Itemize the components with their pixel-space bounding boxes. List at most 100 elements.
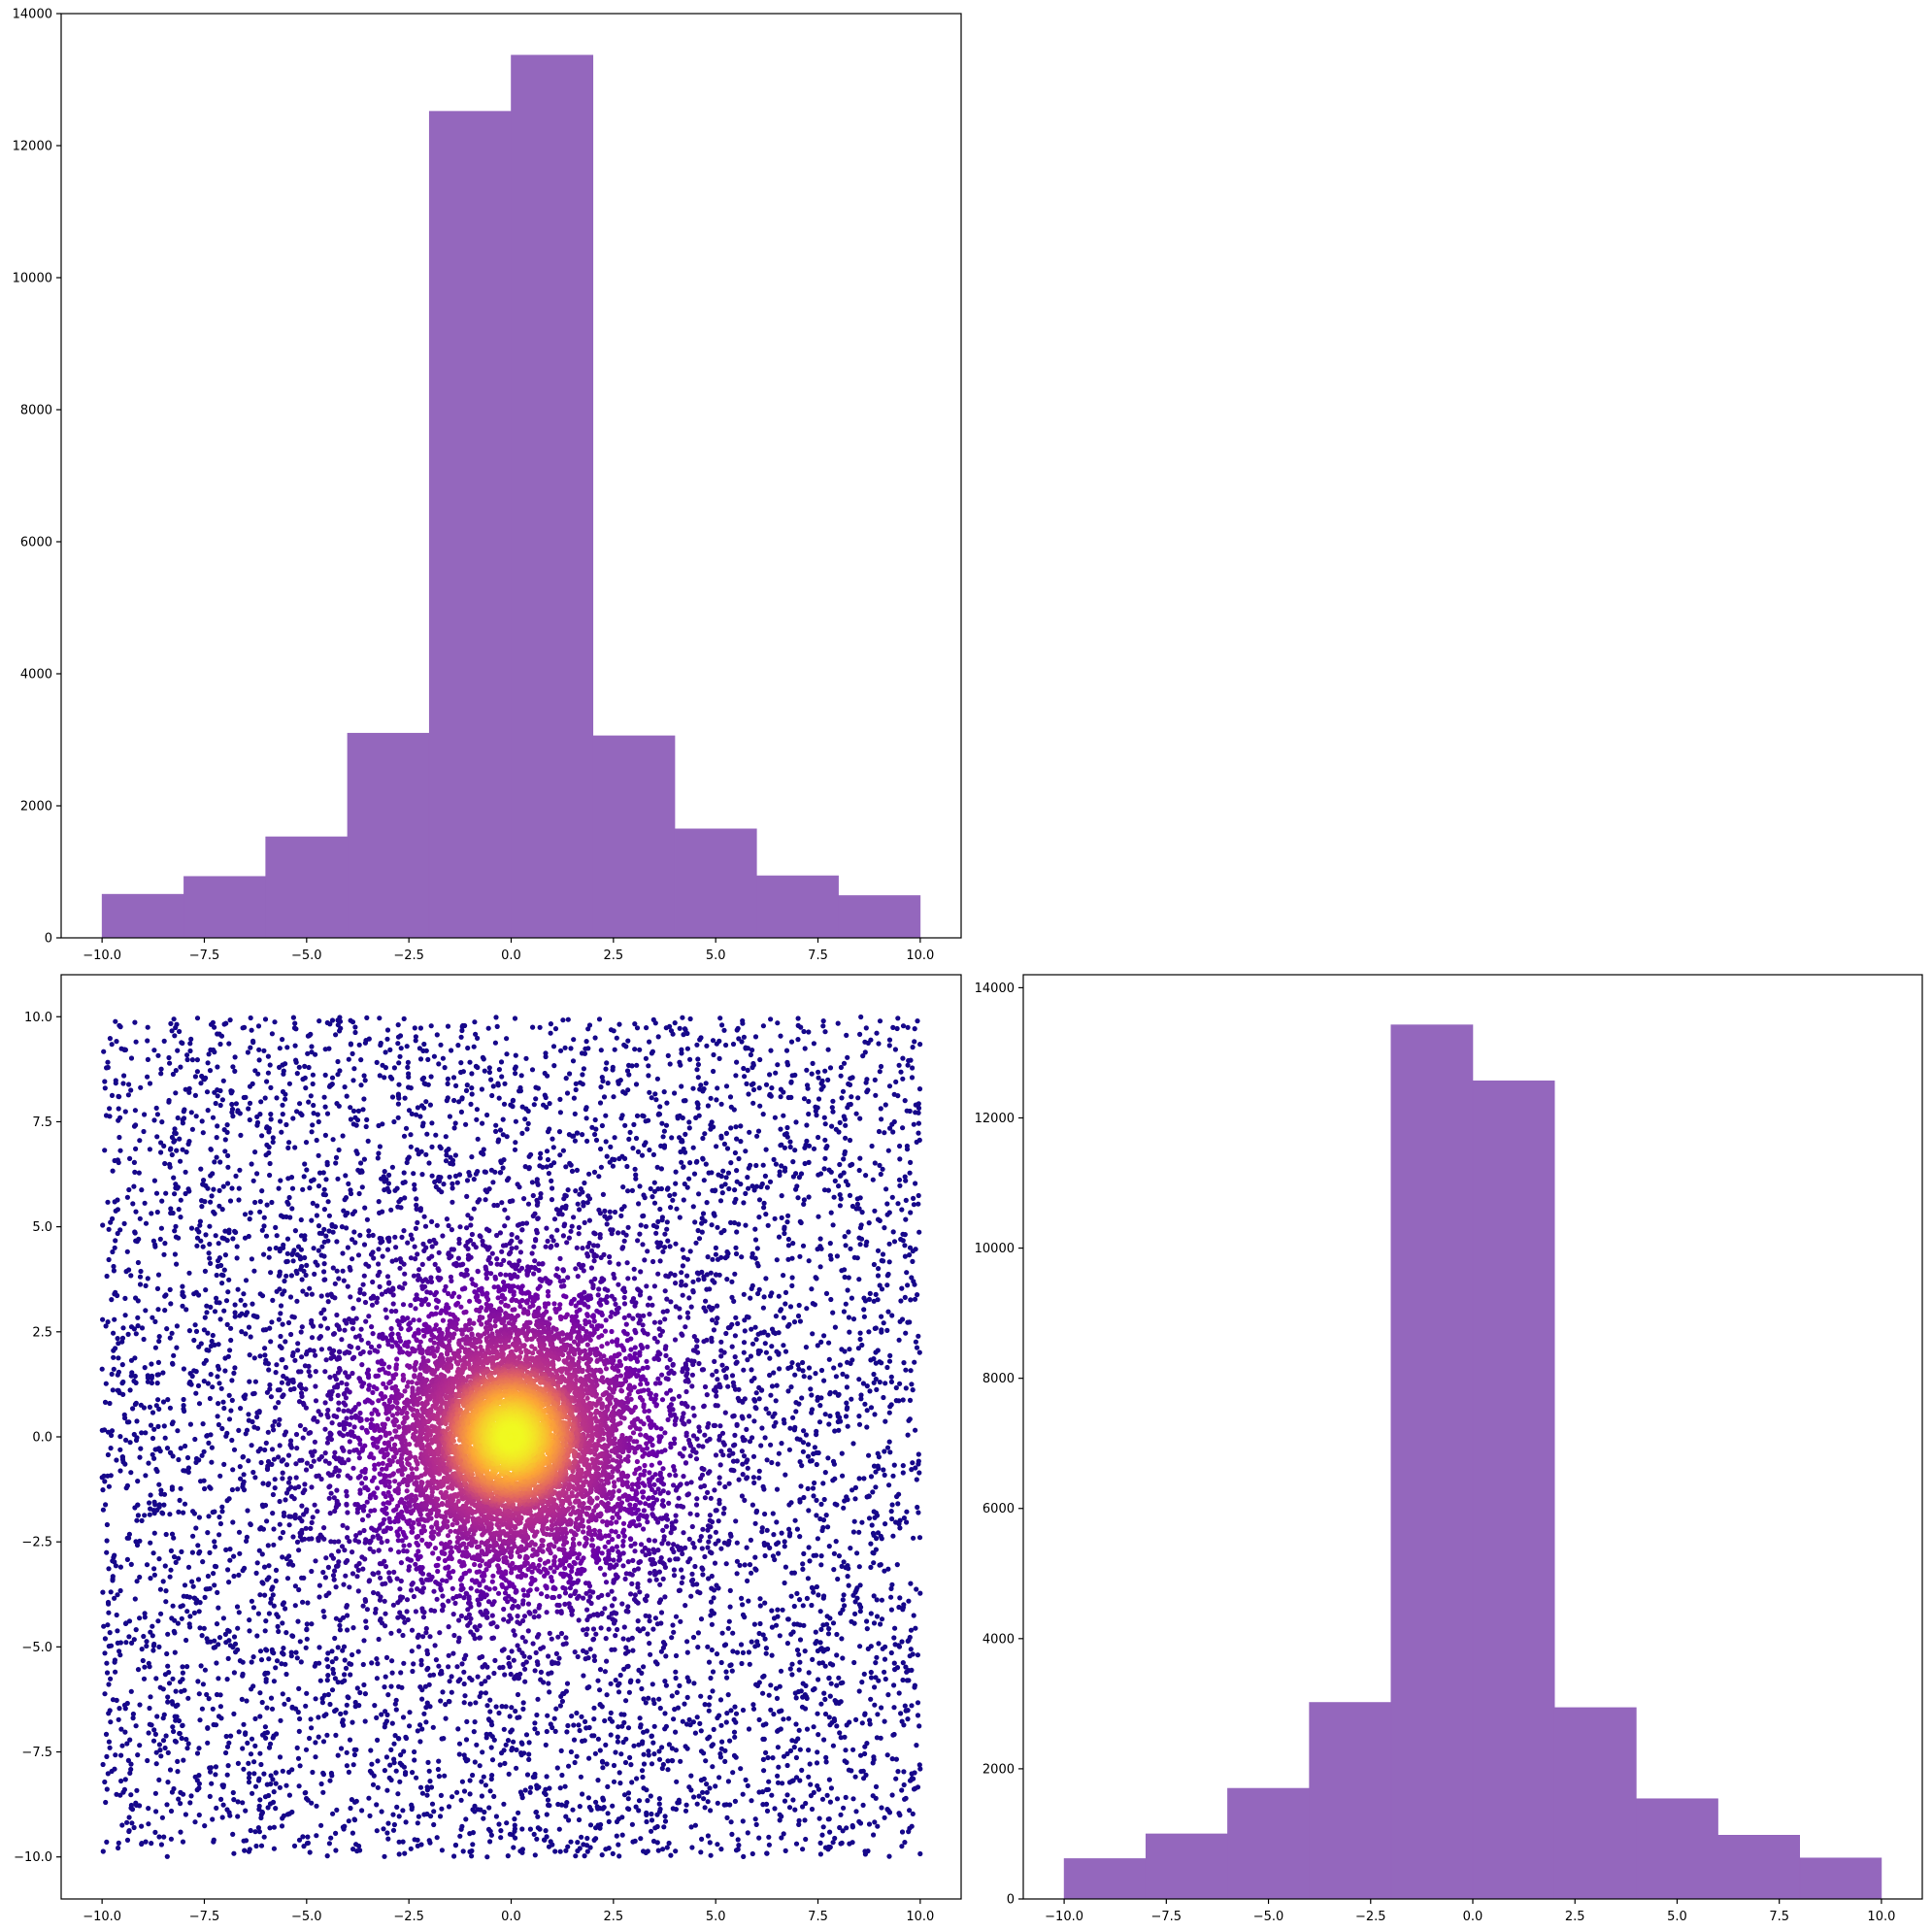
scatter-point xyxy=(875,1216,882,1222)
scatter-point xyxy=(763,1650,769,1656)
scatter-point xyxy=(844,1384,850,1390)
scatter-point xyxy=(545,1073,550,1079)
scatter-point xyxy=(312,1271,317,1277)
scatter-point xyxy=(249,1659,254,1665)
scatter-point xyxy=(104,1549,110,1555)
scatter-point xyxy=(160,1511,166,1516)
scatter-point xyxy=(410,1668,416,1675)
scatter-point xyxy=(463,1737,470,1743)
scatter-point xyxy=(916,1510,921,1515)
scatter-point xyxy=(909,1771,915,1777)
scatter-point xyxy=(292,1043,298,1049)
scatter-point xyxy=(790,1797,796,1803)
scatter-point xyxy=(316,1223,322,1229)
scatter-point xyxy=(417,1784,424,1790)
scatter-point xyxy=(458,1034,464,1040)
scatter-point xyxy=(857,1225,864,1231)
scatter-point xyxy=(417,1739,423,1745)
scatter-point xyxy=(635,1679,641,1684)
scatter-point xyxy=(349,1661,354,1667)
scatter-point xyxy=(900,1470,906,1476)
scatter-point xyxy=(910,1387,916,1393)
scatter-point xyxy=(302,1063,308,1069)
scatter-point xyxy=(523,1055,529,1061)
scatter-point xyxy=(429,1801,436,1807)
scatter-point xyxy=(708,1675,714,1681)
scatter-point xyxy=(161,1038,167,1044)
scatter-point xyxy=(504,1036,510,1042)
scatter-point xyxy=(419,1790,425,1796)
scatter-point xyxy=(865,1646,871,1651)
scatter-point xyxy=(128,1802,134,1809)
scatter-point xyxy=(256,1803,262,1809)
scatter-point xyxy=(449,1674,454,1680)
scatter-point xyxy=(867,1290,873,1296)
scatter-point xyxy=(829,1719,835,1725)
scatter-point xyxy=(246,1412,251,1417)
scatter-point xyxy=(395,1034,402,1040)
scatter-point xyxy=(599,1852,605,1858)
scatter-point xyxy=(148,1694,153,1700)
scatter-point xyxy=(884,1212,890,1217)
scatter-point xyxy=(284,1045,290,1050)
scatter-point xyxy=(656,1696,662,1702)
scatter-point xyxy=(886,1241,892,1247)
scatter-point xyxy=(219,1281,225,1286)
scatter-point xyxy=(161,1502,167,1508)
scatter-point xyxy=(646,1748,651,1754)
scatter-point xyxy=(471,1729,477,1735)
scatter-point xyxy=(905,1638,911,1644)
scatter-point xyxy=(792,1517,798,1523)
scatter-point xyxy=(872,1515,878,1520)
scatter-point xyxy=(827,1241,833,1247)
scatter-point xyxy=(217,1316,223,1322)
scatter-point xyxy=(395,1791,401,1797)
scatter-point xyxy=(863,1025,869,1031)
scatter-point xyxy=(757,1103,763,1109)
scatter-point xyxy=(315,1112,320,1117)
scatter-point xyxy=(827,1413,833,1419)
scatter-point xyxy=(600,1191,607,1197)
scatter-point xyxy=(732,1187,738,1193)
scatter-point xyxy=(169,1330,175,1336)
scatter-point xyxy=(571,1737,578,1743)
scatter-point xyxy=(634,1062,640,1068)
scatter-point xyxy=(180,1839,186,1845)
scatter-point xyxy=(385,1836,391,1842)
scatter-point xyxy=(571,1095,578,1101)
scatter-point xyxy=(739,1254,745,1260)
scatter-point xyxy=(154,1209,160,1215)
scatter-point xyxy=(797,1597,803,1603)
scatter-point xyxy=(597,1702,603,1708)
scatter-point xyxy=(458,1109,464,1115)
scatter-point xyxy=(248,1045,253,1050)
scatter-point xyxy=(597,1748,603,1753)
scatter-point xyxy=(223,1020,229,1026)
scatter-point xyxy=(269,1706,276,1712)
scatter-point xyxy=(875,1248,882,1253)
scatter-point xyxy=(493,1128,499,1134)
scatter-point xyxy=(866,1452,872,1458)
scatter-point xyxy=(864,1626,870,1632)
scatter-point xyxy=(573,1086,579,1093)
scatter-point xyxy=(747,1661,752,1667)
scatter-point xyxy=(212,1582,217,1588)
scatter-point xyxy=(915,1504,920,1511)
scatter-point xyxy=(116,1716,121,1722)
scatter-point xyxy=(257,1592,263,1598)
scatter-point xyxy=(795,1022,801,1028)
scatter-point xyxy=(356,1042,362,1048)
scatter-point xyxy=(439,1668,445,1674)
scatter-point xyxy=(110,1248,116,1255)
scatter-point xyxy=(774,1519,780,1525)
scatter-point xyxy=(641,1664,647,1670)
scatter-point xyxy=(146,1460,151,1466)
scatter-point xyxy=(557,1785,563,1791)
scatter-point xyxy=(507,1714,513,1719)
scatter-point xyxy=(296,1728,302,1734)
scatter-point xyxy=(779,1530,784,1536)
scatter-point xyxy=(138,1084,144,1090)
scatter-point xyxy=(827,1799,834,1805)
scatter-point xyxy=(600,1078,606,1084)
scatter-point xyxy=(228,1325,234,1331)
